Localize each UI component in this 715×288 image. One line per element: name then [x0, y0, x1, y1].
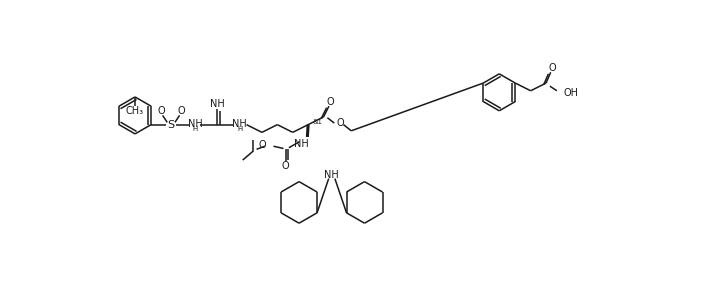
Text: O: O	[177, 106, 185, 116]
Text: O: O	[157, 106, 165, 116]
Text: NH: NH	[294, 139, 309, 149]
Text: OH: OH	[563, 88, 578, 98]
Text: O: O	[548, 63, 556, 73]
Text: NH: NH	[232, 119, 247, 129]
Text: NH: NH	[187, 119, 202, 129]
Text: O: O	[282, 161, 290, 171]
Text: S: S	[167, 120, 174, 130]
Text: NH: NH	[210, 99, 225, 109]
Text: H: H	[192, 126, 197, 132]
Text: O: O	[327, 96, 335, 107]
Text: O: O	[337, 118, 345, 128]
Text: &1: &1	[312, 119, 322, 125]
Text: O: O	[259, 140, 267, 150]
Text: H: H	[237, 126, 242, 132]
Text: NH: NH	[325, 170, 339, 180]
Text: CH₃: CH₃	[126, 106, 144, 116]
